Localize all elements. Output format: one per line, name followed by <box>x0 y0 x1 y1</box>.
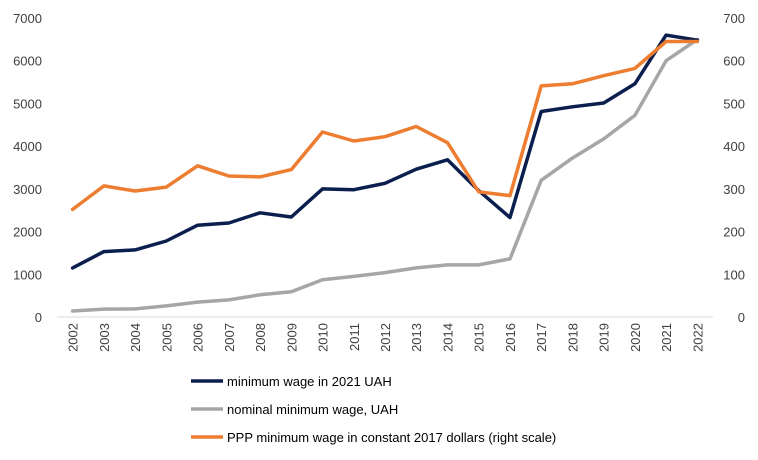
series-line-3 <box>70 39 700 212</box>
y-left-tick-label: 4000 <box>13 139 42 154</box>
y-right-tick-label: 700 <box>723 11 745 26</box>
legend-label-1: minimum wage in 2021 UAH <box>227 374 392 389</box>
y-left-tick-label: 3000 <box>13 182 42 197</box>
y-right-tick-label: 100 <box>723 267 745 282</box>
y-left-tick-label: 5000 <box>13 96 42 111</box>
x-axis-ticks: 2002 2003 2004 2005 2006 2007 2008 2009 2010 2011… <box>66 323 706 352</box>
y-right-tick-label: 0 <box>738 310 745 325</box>
x-tick-label: 2017 <box>534 323 549 352</box>
y-left-tick-label: 1000 <box>13 267 42 282</box>
legend-label-3: PPP minimum wage in constant 2017 dollar… <box>227 430 556 445</box>
y-right-tick-label: 200 <box>723 225 745 240</box>
x-tick-label: 2002 <box>66 323 81 352</box>
right-axis-ticks: 0 100 200 300 400 500 600 700 <box>723 11 745 325</box>
y-left-tick-label: 0 <box>35 310 42 325</box>
x-tick-label: 2006 <box>191 323 206 352</box>
x-tick-label: 2013 <box>409 323 424 352</box>
x-tick-label: 2004 <box>128 323 143 352</box>
y-left-tick-label: 6000 <box>13 54 42 69</box>
series-lines <box>70 33 700 313</box>
x-tick-label: 2016 <box>503 323 518 352</box>
x-tick-label: 2014 <box>440 323 455 352</box>
x-tick-label: 2005 <box>159 323 174 352</box>
legend: minimum wage in 2021 UAH nominal minimum … <box>191 374 556 445</box>
x-tick-label: 2009 <box>284 323 299 352</box>
x-tick-label: 2022 <box>690 323 705 352</box>
y-right-tick-label: 500 <box>723 96 745 111</box>
x-tick-label: 2021 <box>659 323 674 352</box>
y-right-tick-label: 300 <box>723 182 745 197</box>
series-line-2 <box>70 37 700 313</box>
y-right-tick-label: 600 <box>723 54 745 69</box>
x-tick-label: 2012 <box>378 323 393 352</box>
legend-label-2: nominal minimum wage, UAH <box>227 402 398 417</box>
y-left-tick-label: 2000 <box>13 225 42 240</box>
x-tick-label: 2019 <box>597 323 612 352</box>
x-tick-label: 2011 <box>347 323 362 351</box>
x-tick-label: 2010 <box>316 323 331 352</box>
left-axis-ticks: 0 1000 2000 3000 4000 5000 6000 7000 <box>13 11 42 325</box>
x-tick-label: 2020 <box>628 323 643 352</box>
series-line-1 <box>70 33 700 270</box>
x-tick-label: 2018 <box>565 323 580 352</box>
x-tick-label: 2003 <box>97 323 112 352</box>
y-right-tick-label: 400 <box>723 139 745 154</box>
x-tick-label: 2008 <box>253 323 268 352</box>
x-tick-label: 2007 <box>222 323 237 352</box>
y-left-tick-label: 7000 <box>13 11 42 26</box>
x-tick-label: 2015 <box>472 323 487 352</box>
